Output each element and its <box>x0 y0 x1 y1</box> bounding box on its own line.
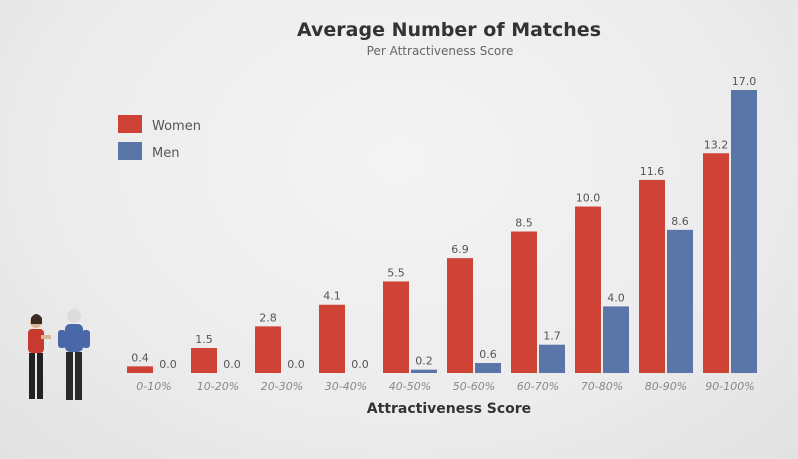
chart-title: Average Number of Matches <box>297 19 601 41</box>
value-label-women-2: 2.8 <box>259 311 277 324</box>
bar-women-3 <box>319 304 345 373</box>
value-label-men-5: 0.6 <box>479 348 497 361</box>
bar-women-2 <box>255 326 281 373</box>
value-label-women-1: 1.5 <box>195 333 213 346</box>
value-label-men-9: 17.0 <box>732 75 757 88</box>
woman-figure <box>28 314 51 399</box>
chart-subtitle: Per Attractiveness Score <box>367 44 514 58</box>
x-axis-label: Attractiveness Score <box>367 401 531 417</box>
value-label-men-6: 1.7 <box>543 330 561 343</box>
value-label-men-2: 0.0 <box>287 358 305 371</box>
legend-swatch-women <box>118 115 142 133</box>
bar-women-0 <box>127 366 153 373</box>
bar-men-5 <box>475 363 501 373</box>
value-label-women-3: 4.1 <box>323 290 341 303</box>
value-label-men-3: 0.0 <box>351 358 369 371</box>
value-label-men-1: 0.0 <box>223 358 241 371</box>
x-tick-4: 40-50% <box>389 380 431 393</box>
value-label-women-7: 10.0 <box>576 192 601 205</box>
x-tick-labels: 0-10% 10-20% 20-30% 30-40% 40-50% 50-60% 60-70… <box>136 380 754 393</box>
bar-men-9 <box>731 90 757 373</box>
x-tick-6: 60-70% <box>517 380 559 393</box>
value-label-women-5: 6.9 <box>451 243 469 256</box>
legend-label-women: Women <box>152 119 201 134</box>
x-tick-5: 50-60% <box>453 380 495 393</box>
bar-men-6 <box>539 344 565 373</box>
bar-women-6 <box>511 231 537 373</box>
bar-women-9 <box>703 153 729 373</box>
bars-group <box>127 90 757 373</box>
bar-women-7 <box>575 206 601 373</box>
x-tick-3: 30-40% <box>325 380 367 393</box>
value-label-women-0: 0.4 <box>131 351 149 364</box>
bar-men-7 <box>603 306 629 373</box>
value-label-men-4: 0.2 <box>415 355 433 368</box>
value-label-women-9: 13.2 <box>704 138 729 151</box>
bar-men-4 <box>411 369 437 373</box>
bar-women-5 <box>447 258 473 373</box>
x-tick-1: 10-20% <box>197 380 239 393</box>
legend-swatch-men <box>118 142 142 160</box>
bar-women-1 <box>191 348 217 373</box>
bar-women-4 <box>383 281 409 373</box>
value-label-men-0: 0.0 <box>159 358 177 371</box>
x-tick-2: 20-30% <box>261 380 303 393</box>
value-label-women-8: 11.6 <box>640 165 665 178</box>
value-label-women-4: 5.5 <box>387 266 405 279</box>
value-label-men-8: 8.6 <box>671 215 689 228</box>
x-tick-9: 90-100% <box>705 380 754 393</box>
value-labels-group: 0.4 0.0 1.5 0.0 2.8 0.0 4.1 0.0 5.5 0.2 6.9 0.6 8.5 1… <box>131 75 756 371</box>
people-illustration <box>28 309 90 400</box>
man-figure <box>58 309 90 400</box>
value-label-women-6: 8.5 <box>515 217 533 230</box>
x-tick-0: 0-10% <box>136 380 171 393</box>
legend-label-men: Men <box>152 146 179 161</box>
bar-women-8 <box>639 179 665 373</box>
value-label-men-7: 4.0 <box>607 291 625 304</box>
bar-men-8 <box>667 229 693 373</box>
legend: Women Men <box>118 115 201 161</box>
x-tick-7: 70-80% <box>581 380 623 393</box>
x-tick-8: 80-90% <box>645 380 687 393</box>
